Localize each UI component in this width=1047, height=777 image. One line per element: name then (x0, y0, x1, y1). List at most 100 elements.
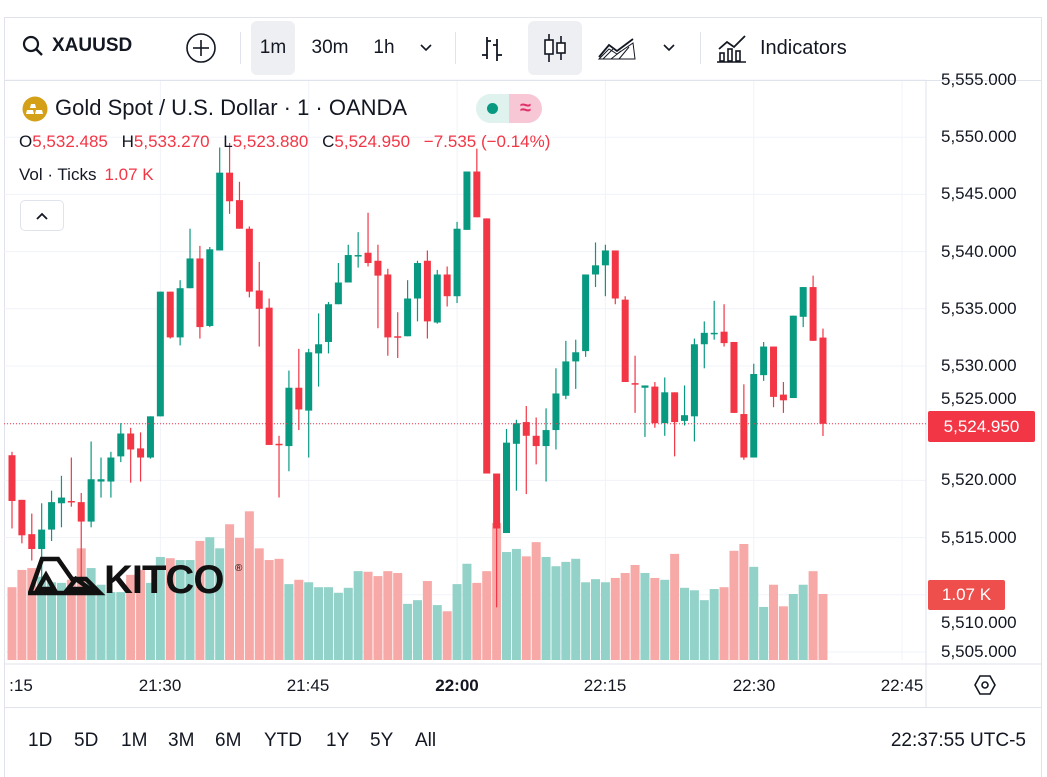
range-button-1y[interactable]: 1Y (326, 730, 350, 751)
range-button-3m[interactable]: 3M (168, 730, 195, 751)
volume-bar (274, 558, 284, 660)
price-tick-label: 5,525.000 (941, 389, 1017, 408)
range-button-1m[interactable]: 1M (121, 730, 148, 751)
price-tick-label: 5,540.000 (941, 241, 1017, 261)
range-button-6m[interactable]: 6M (215, 730, 242, 751)
volume-value: 1.07 K (104, 165, 154, 184)
chart-settings-button[interactable] (973, 673, 997, 702)
volume-bar (412, 600, 422, 660)
range-button-all[interactable]: All (415, 730, 437, 751)
market-status-badge[interactable]: ≈ (476, 94, 542, 123)
volume-bar (7, 587, 17, 660)
interval-dropdown-button[interactable] (412, 21, 440, 75)
volume-bar (798, 584, 808, 660)
candle-body (186, 258, 194, 289)
svg-text:®: ® (235, 563, 243, 574)
compare-add-button[interactable] (182, 21, 220, 75)
clock-timezone[interactable]: 22:37:55 UTC-5 (890, 730, 1026, 751)
range-button-5y[interactable]: 5Y (370, 730, 394, 751)
candle-body (295, 387, 303, 410)
plus-circle-icon (186, 33, 216, 63)
candle-body (631, 383, 639, 385)
interval-label: 1h (373, 37, 395, 58)
candle-body (651, 386, 659, 424)
collapse-legend-button[interactable] (20, 200, 64, 231)
candle-body (176, 288, 184, 338)
candle-body (760, 346, 768, 376)
interval-30m-button[interactable]: 30m (304, 21, 356, 75)
candle-body (97, 479, 105, 482)
volume-bar (195, 540, 205, 660)
volume-bar (511, 548, 521, 660)
volume-bar (600, 582, 610, 660)
price-tick-label: 5,520.000 (941, 470, 1017, 490)
volume-bar (432, 605, 442, 660)
price-tick-label: 5,510.000 (941, 613, 1017, 632)
volume-bar (640, 573, 650, 660)
candle-body (740, 414, 748, 458)
candle-body (750, 374, 758, 458)
candle-body (453, 228, 461, 297)
area-chart-icon (597, 38, 636, 60)
candle-body (394, 336, 402, 338)
volume-bar (254, 548, 264, 660)
area-chart-type-button[interactable] (594, 21, 640, 75)
toolbar-divider (700, 32, 701, 64)
volume-bar (709, 589, 719, 660)
volume-bar (66, 579, 76, 660)
candle-body (374, 260, 382, 276)
candle-body (156, 291, 164, 417)
volume-bar (670, 553, 680, 660)
candle-body (245, 228, 253, 292)
bar-chart-type-button[interactable] (472, 21, 512, 75)
candle-body (305, 352, 313, 411)
range-button-ytd[interactable]: YTD (264, 730, 302, 751)
last-volume-tag: 1.07 K (928, 580, 1005, 610)
high-value: 5,533.270 (133, 132, 210, 151)
volume-bar (422, 581, 432, 660)
candle-body (77, 502, 85, 522)
candle-body (552, 393, 560, 431)
price-tick-label: 5,530.000 (941, 356, 1017, 375)
candle-body (512, 423, 520, 444)
candle-body (166, 291, 174, 338)
volume-bar (502, 552, 511, 660)
range-button-5d[interactable]: 5D (74, 730, 99, 751)
change-value: −7.535 (−0.14%) (423, 132, 551, 151)
toolbar-divider (240, 32, 241, 64)
low-label: L (223, 132, 233, 151)
candle-body (621, 299, 629, 383)
chart-type-dropdown-button[interactable] (655, 21, 683, 75)
candle-body (48, 502, 56, 530)
indicators-button[interactable]: Indicators (716, 21, 872, 75)
candle-body (641, 385, 649, 388)
candle-body (235, 200, 243, 229)
volume-bar (729, 550, 739, 660)
candle-body (38, 529, 46, 550)
volume-bar (699, 600, 709, 660)
kitco-logo-mark: KITCO ® (26, 556, 243, 602)
interval-1m-button[interactable]: 1m (251, 21, 295, 75)
candle-body (463, 171, 471, 230)
candle-body (127, 433, 135, 450)
symbol-title[interactable]: Gold Spot / U.S. Dollar · 1 · OANDA (55, 95, 408, 120)
search-icon (22, 35, 43, 56)
market-open-dot-icon (487, 103, 498, 114)
candle-body (789, 315, 797, 399)
volume-label: Vol · Ticks (19, 165, 97, 184)
time-tick-label: 21:30 (138, 676, 182, 695)
interval-1h-button[interactable]: 1h (364, 21, 404, 75)
candle-body (216, 172, 224, 251)
candle-body (483, 218, 491, 474)
range-button-1d[interactable]: 1D (28, 730, 53, 751)
candles-chart-type-button[interactable] (528, 21, 582, 75)
symbol-search[interactable]: XAUUSD (22, 35, 132, 57)
volume-bar (769, 584, 779, 660)
candle-body (324, 304, 332, 342)
price-tick-label: 5,535.000 (941, 298, 1017, 318)
close-label: C (322, 132, 335, 151)
data-delay-icon: ≈ (520, 97, 531, 119)
volume-bar (126, 574, 136, 660)
volume-bar (76, 548, 86, 660)
